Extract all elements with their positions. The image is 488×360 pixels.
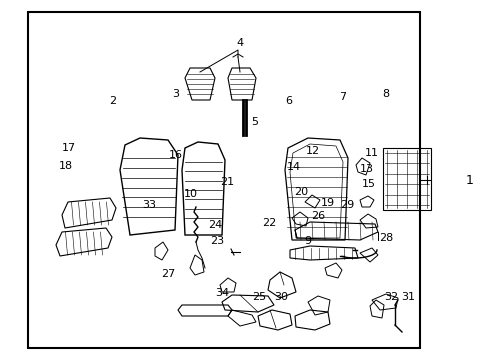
Text: 2: 2	[109, 96, 116, 106]
Text: 13: 13	[359, 164, 373, 174]
Text: 19: 19	[320, 198, 334, 208]
Text: 24: 24	[207, 220, 222, 230]
Text: 1: 1	[465, 174, 472, 186]
Text: 6: 6	[285, 96, 291, 106]
Text: 15: 15	[362, 179, 375, 189]
Text: 20: 20	[293, 187, 307, 197]
Text: 31: 31	[401, 292, 414, 302]
Text: 32: 32	[384, 292, 397, 302]
Text: 17: 17	[61, 143, 75, 153]
Text: 5: 5	[250, 117, 257, 127]
Text: 29: 29	[339, 200, 354, 210]
Text: 25: 25	[252, 292, 265, 302]
Text: 26: 26	[310, 211, 324, 221]
Text: 23: 23	[210, 236, 224, 246]
Text: 3: 3	[172, 89, 179, 99]
Text: 34: 34	[215, 288, 229, 298]
Text: 18: 18	[59, 161, 73, 171]
Text: 10: 10	[183, 189, 197, 199]
Bar	[382, 148, 430, 210]
Text: 11: 11	[364, 148, 378, 158]
Text: 27: 27	[161, 269, 176, 279]
Text: 30: 30	[274, 292, 287, 302]
Text: 22: 22	[261, 218, 276, 228]
Text: 33: 33	[142, 200, 156, 210]
Text: 4: 4	[236, 38, 243, 48]
Text: 14: 14	[286, 162, 300, 172]
Text: 7: 7	[338, 92, 345, 102]
Text: 21: 21	[220, 177, 234, 187]
Bar	[28, 12, 419, 348]
Text: 12: 12	[305, 146, 319, 156]
Text: 9: 9	[304, 236, 311, 246]
Text: 8: 8	[382, 89, 389, 99]
Text: 16: 16	[169, 150, 183, 160]
Text: 28: 28	[378, 233, 393, 243]
